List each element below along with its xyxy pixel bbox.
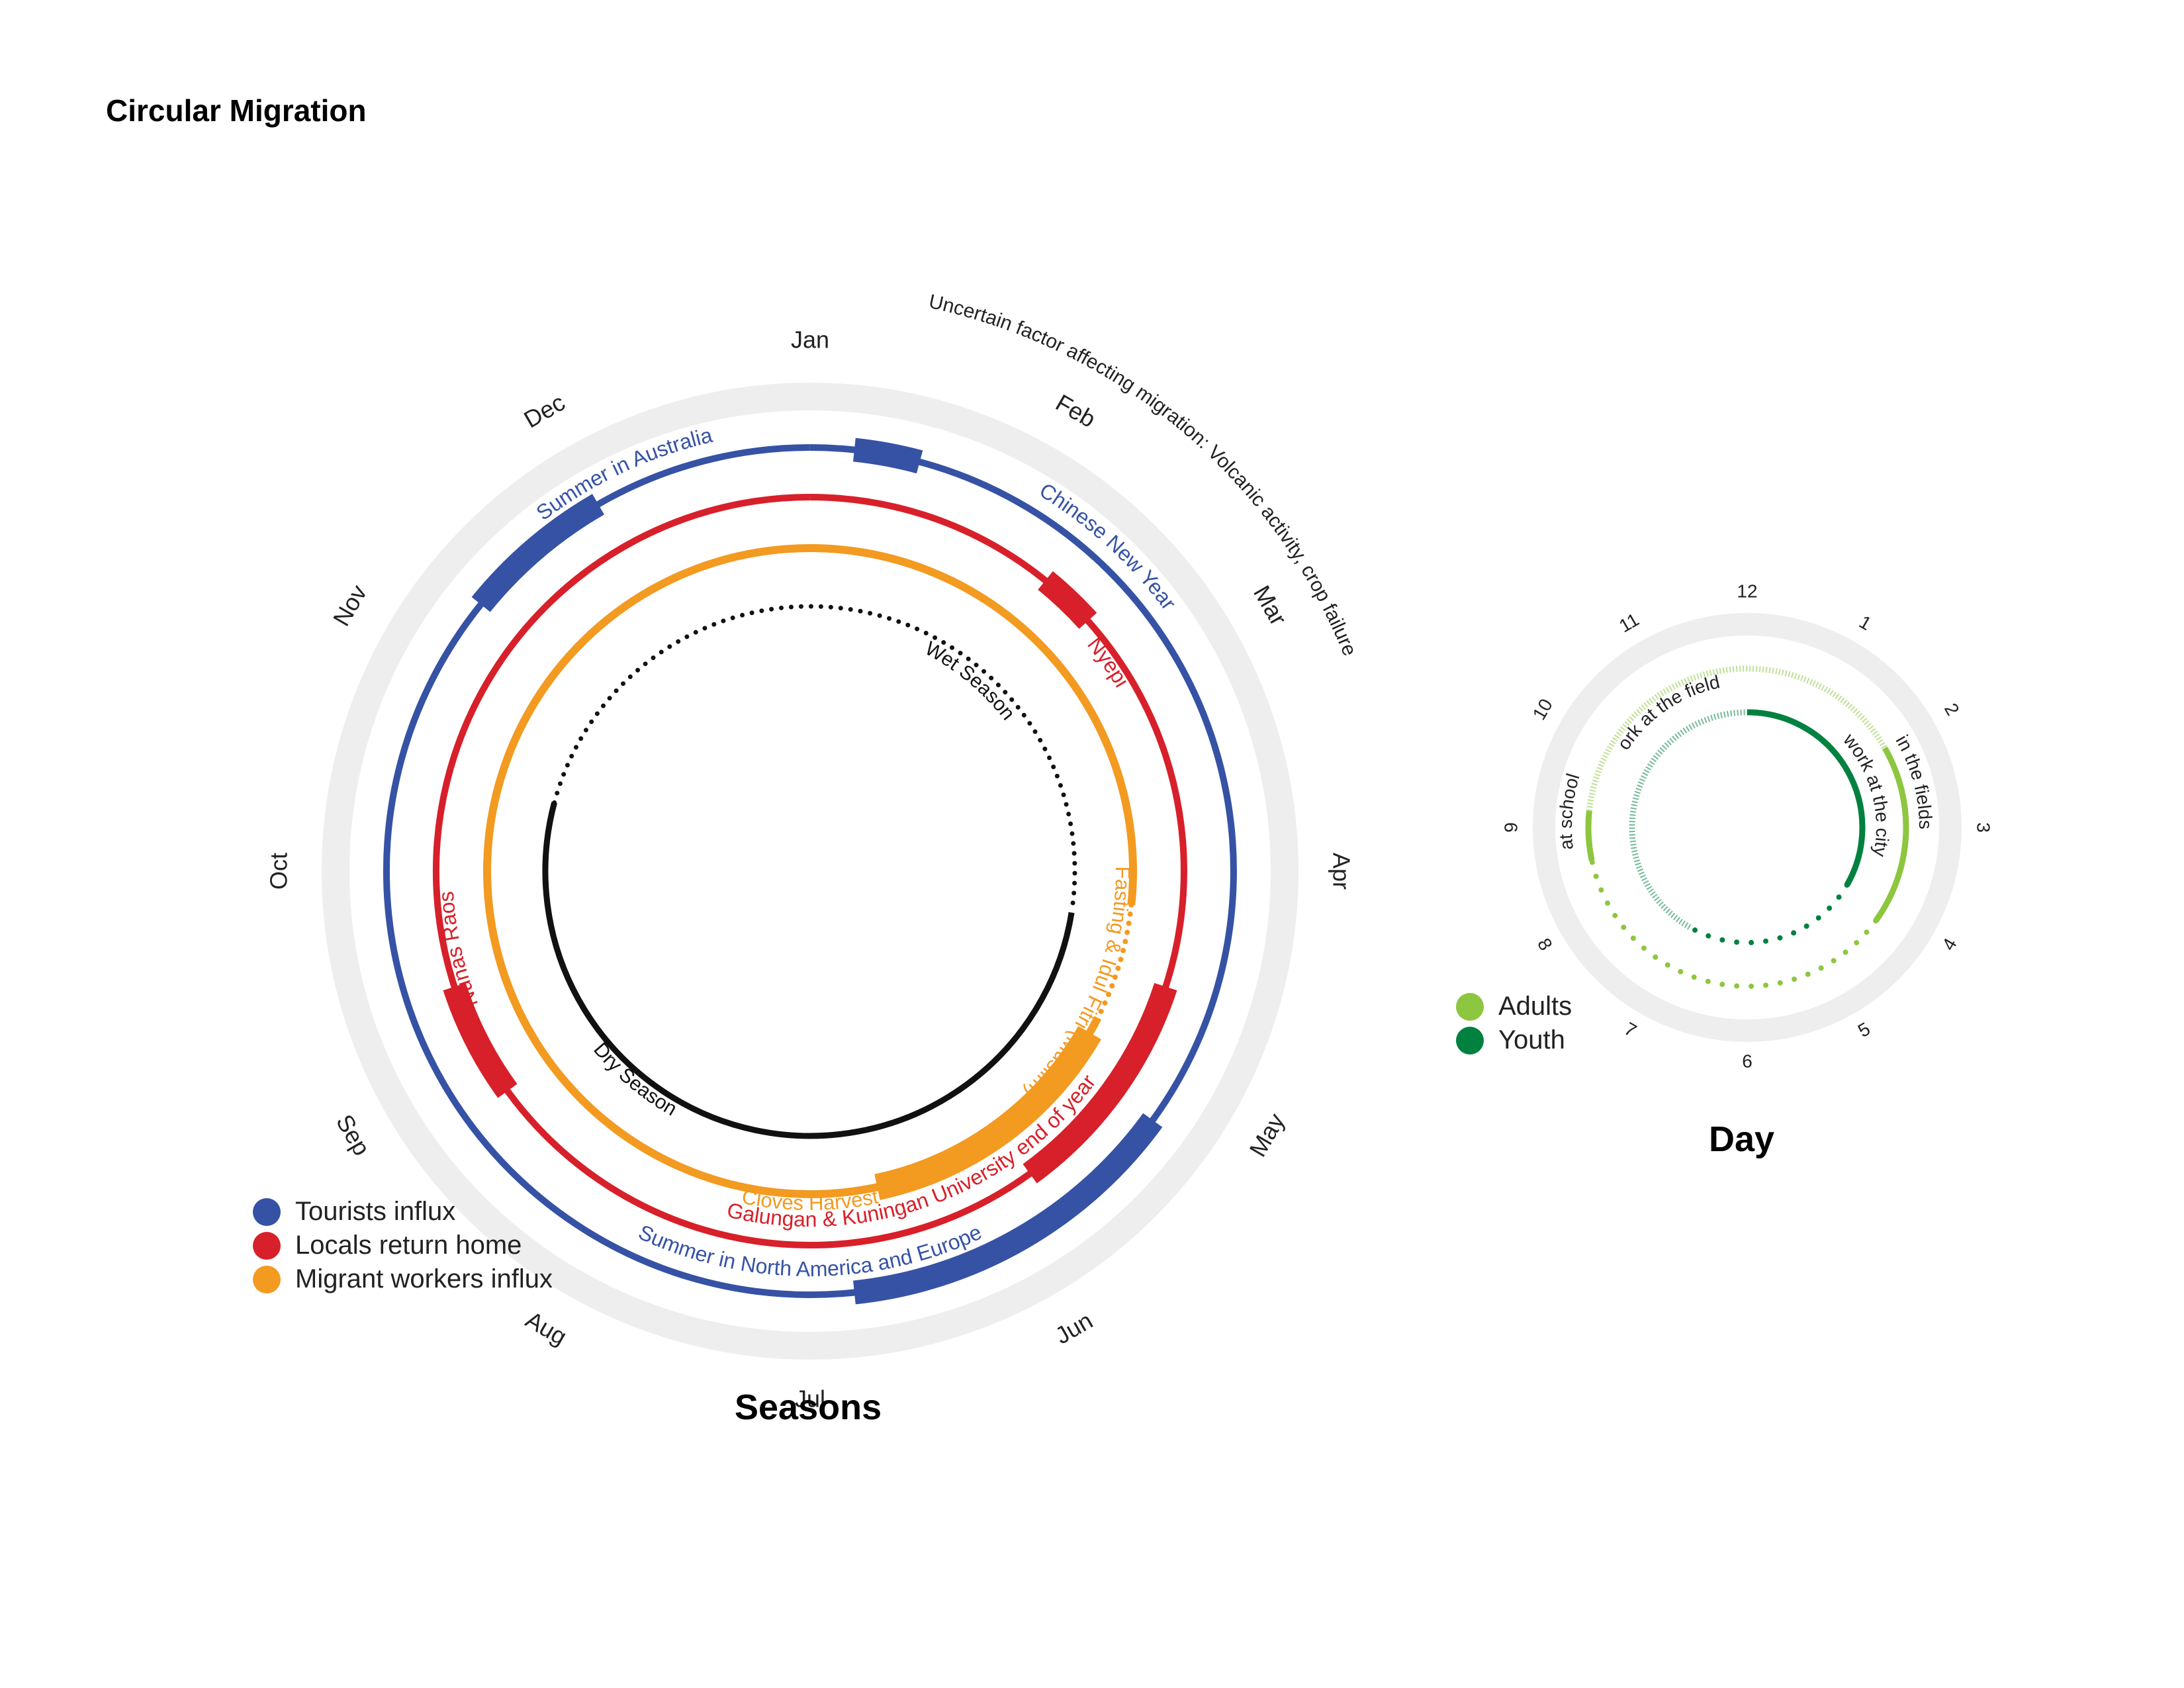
hour-tick-label: 5 — [1854, 1018, 1874, 1041]
activity-at-school — [1585, 810, 1595, 861]
hour-tick-label: 6 — [1742, 1051, 1752, 1071]
label-wet-season: Wet Season — [921, 637, 1019, 724]
event-nunas-raos — [443, 982, 518, 1098]
legend-swatch-locals — [253, 1231, 281, 1260]
event-summer-in-north-america-and-europe — [853, 1113, 1163, 1305]
hour-tick-label: 10 — [1529, 695, 1557, 723]
month-tick-label: May — [1244, 1109, 1290, 1161]
month-tick-label: Jul — [795, 1385, 825, 1413]
label-nyepi: Nyepi — [1083, 633, 1134, 692]
hour-tick-label: 8 — [1533, 935, 1557, 954]
month-tick-label: Aug — [522, 1305, 572, 1350]
event-nyepi — [1038, 571, 1097, 630]
day-legend: Adults Youth — [1456, 990, 1572, 1057]
label-cloves-harvest: Cloves Harvest — [740, 1185, 880, 1215]
hour-tick-label: 12 — [1737, 581, 1757, 601]
event-summer-in-australia — [471, 494, 605, 612]
ring-tourists-influx — [383, 444, 1237, 1298]
label-dry-season: Dry Season — [589, 1039, 680, 1120]
month-tick-label: Apr — [1328, 853, 1355, 890]
month-tick-label: Jan — [791, 326, 829, 353]
hour-tick-label: 4 — [1938, 935, 1961, 954]
event-fasting-idul-fitri-muslim — [1095, 902, 1134, 1021]
day-chart-title: Day — [1709, 1119, 1775, 1159]
legend-swatch-migrants — [253, 1265, 281, 1293]
hour-tick-label: 11 — [1615, 609, 1643, 636]
page-title: Circular Migration — [106, 93, 367, 128]
month-tick-label: Mar — [1248, 581, 1293, 630]
event-chinese-new-year — [852, 438, 923, 474]
month-tick-label: Dec — [520, 389, 570, 434]
legend-label-adults: Adults — [1498, 992, 1572, 1021]
legend-item-adults: Adults — [1456, 990, 1572, 1023]
legend-label-migrants: Migrant workers influx — [295, 1264, 553, 1293]
activity-in-the-fields — [1873, 746, 1909, 923]
activity-work-at-the-fields — [1586, 665, 1888, 812]
hour-tick-label: 9 — [1500, 822, 1521, 833]
activity-work-at-the-city — [1747, 709, 1866, 887]
legend-label-tourists: Tourists influx — [295, 1197, 456, 1226]
month-tick-label: Nov — [328, 581, 373, 631]
adults-activity-3 — [1589, 857, 1879, 989]
legend-swatch-tourists — [253, 1197, 281, 1226]
hour-tick-label: 3 — [1974, 822, 1994, 833]
wet-season-arc — [552, 604, 1077, 915]
hour-ring — [1533, 613, 1962, 1042]
hour-tick-label: 2 — [1940, 700, 1964, 719]
legend-swatch-adults — [1456, 992, 1484, 1021]
ring-locals-return-home — [432, 494, 1187, 1248]
dry-season-arc — [542, 802, 1075, 1139]
month-tick-label: Jun — [1050, 1307, 1097, 1350]
event-galungan-kuningan-university-end-of-year — [1023, 983, 1177, 1184]
legend-item-migrants: Migrant workers influx — [253, 1262, 553, 1296]
label-work-at-the-fields: work at the fields — [0, 0, 1721, 753]
hour-tick-label: 7 — [1621, 1018, 1640, 1041]
month-tick-label: Oct — [265, 853, 293, 890]
legend-item-youth: Youth — [1456, 1023, 1572, 1057]
legend-swatch-youth — [1456, 1026, 1484, 1055]
month-tick-label: Feb — [1051, 389, 1100, 433]
month-tick-label: Sep — [331, 1110, 376, 1160]
month-ring — [322, 383, 1298, 1360]
hour-tick-label: 1 — [1856, 611, 1875, 634]
ring-migrant-workers-influx — [483, 544, 1137, 1198]
youth-activity-1 — [1629, 709, 1748, 930]
legend-label-locals: Locals return home — [295, 1231, 522, 1260]
seasons-chart-title: Seasons — [735, 1387, 882, 1427]
youth-activity-2 — [1687, 882, 1850, 945]
seasons-legend: Tourists influx Locals return home Migra… — [253, 1195, 553, 1296]
legend-item-locals: Locals return home — [253, 1229, 553, 1262]
legend-item-tourists: Tourists influx — [253, 1195, 553, 1229]
event-cloves-harvest — [874, 1025, 1101, 1200]
legend-label-youth: Youth — [1498, 1025, 1565, 1055]
